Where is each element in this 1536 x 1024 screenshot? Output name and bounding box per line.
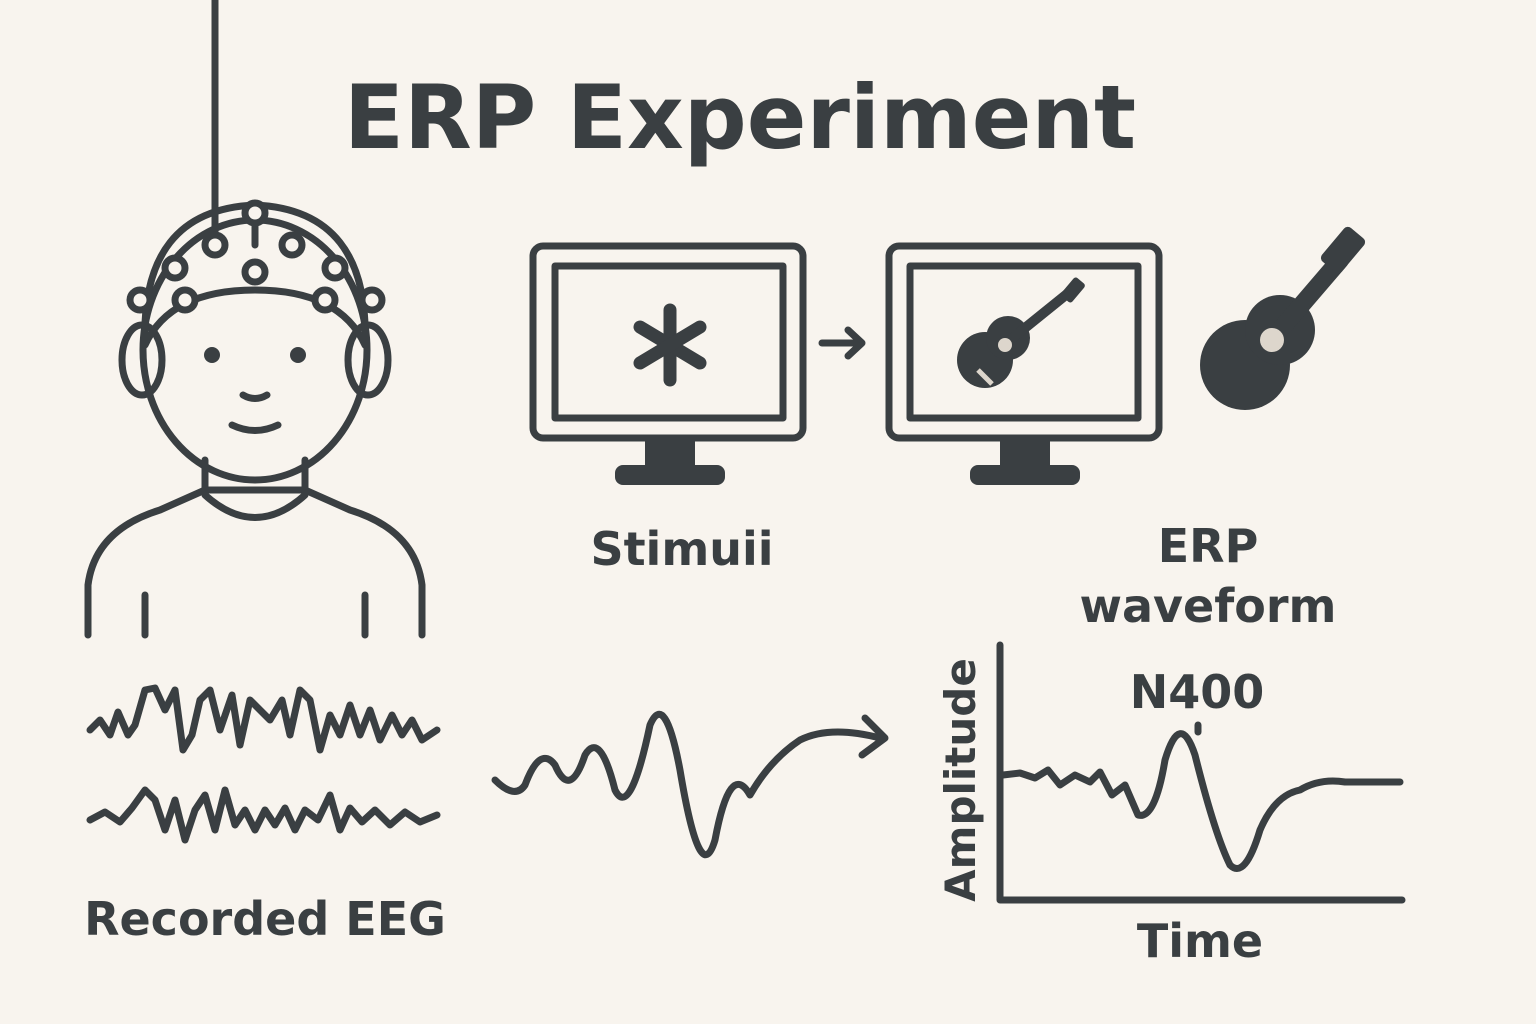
eeg-label: Recorded EEG <box>84 892 446 946</box>
x-axis-label: Time <box>1137 914 1263 968</box>
erp-label: ERP <box>1158 519 1259 573</box>
eeg-trace <box>86 786 441 844</box>
arrow <box>818 326 866 360</box>
erp-plot <box>996 641 1406 904</box>
stimuli-label: Stimuii <box>590 522 773 576</box>
person <box>84 0 426 639</box>
n400-annotation: N400 <box>1130 665 1265 719</box>
title: ERP Experiment <box>344 66 1136 169</box>
monitor-fixation <box>529 242 807 485</box>
monitor-guitar <box>885 242 1163 485</box>
erp-label: waveform <box>1080 579 1337 633</box>
averaged-trace <box>491 710 884 858</box>
eeg-trace <box>86 684 441 754</box>
guitar-icon <box>1200 226 1366 410</box>
arrow <box>858 714 889 759</box>
y-axis-label: Amplitude <box>936 658 985 902</box>
